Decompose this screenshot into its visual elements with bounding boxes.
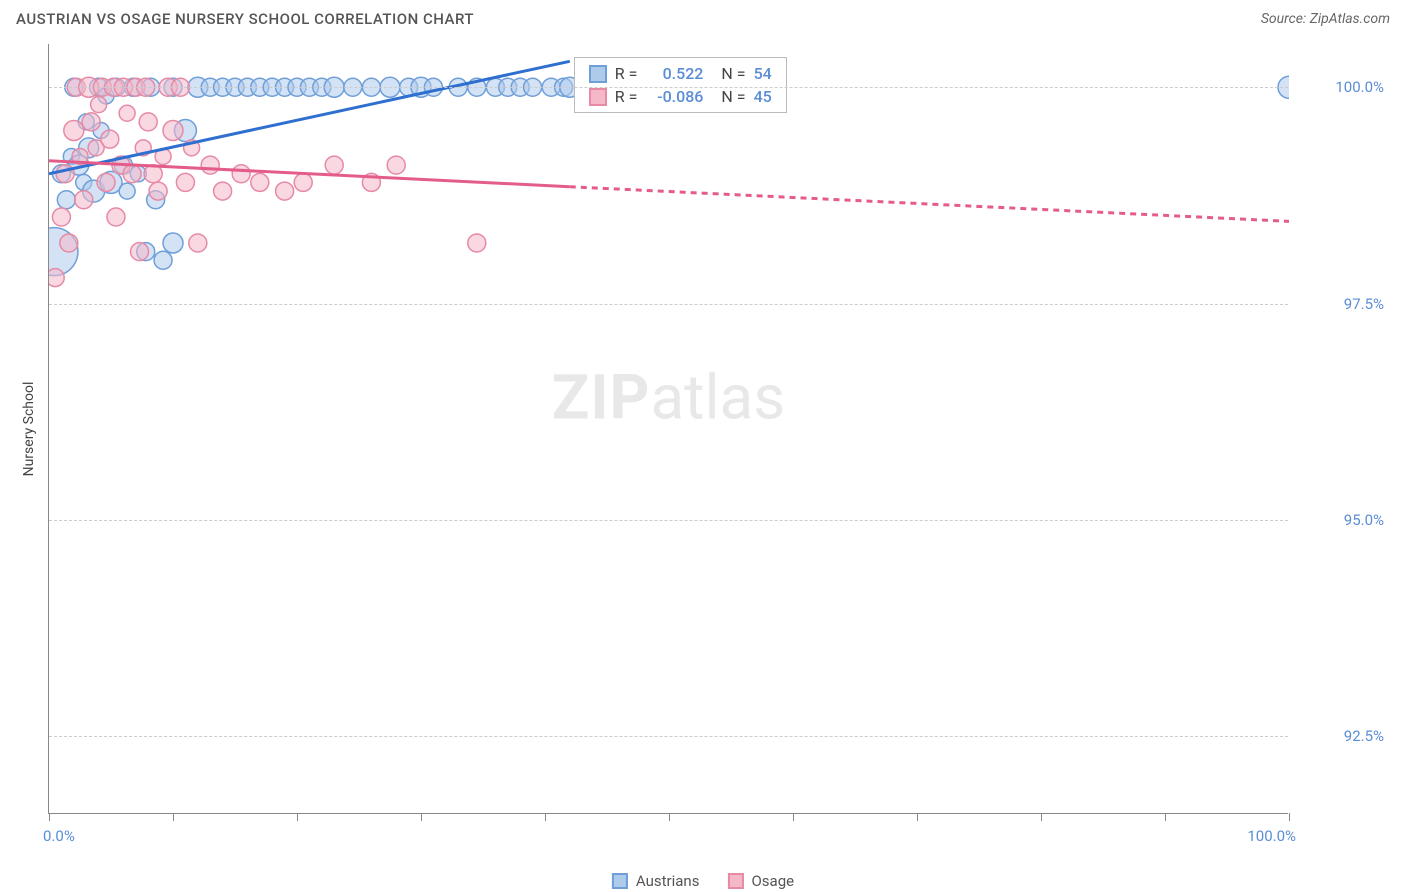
x-tick — [173, 813, 174, 821]
stats-r-label: R = — [615, 87, 638, 106]
bottom-legend: Austrians Osage — [612, 872, 794, 890]
watermark-rest: atlas — [650, 361, 785, 434]
y-tick-label: 95.0% — [1304, 511, 1384, 529]
chart-title: AUSTRIAN VS OSAGE NURSERY SCHOOL CORRELA… — [16, 10, 474, 28]
x-tick — [793, 813, 794, 821]
stats-n-label: N = — [721, 64, 745, 83]
x-tick — [1165, 813, 1166, 821]
legend-item-osage: Osage — [727, 872, 794, 890]
stats-n-value: 54 — [754, 64, 772, 83]
watermark-bold: ZIP — [552, 361, 651, 434]
y-axis-title: Nursery School — [21, 381, 37, 476]
gridline — [49, 304, 1288, 305]
stats-n-label: N = — [721, 87, 745, 106]
x-tick — [297, 813, 298, 821]
scatter-svg — [49, 44, 1289, 814]
y-tick-label: 92.5% — [1304, 727, 1384, 745]
legend-swatch-osage — [727, 873, 743, 889]
gridline — [49, 520, 1288, 521]
stats-r-value: -0.086 — [645, 87, 703, 106]
stats-r-label: R = — [615, 64, 638, 83]
legend-swatch-austrians — [612, 873, 628, 889]
y-tick-label: 100.0% — [1304, 78, 1384, 96]
stats-n-value: 45 — [754, 87, 772, 106]
x-tick — [669, 813, 670, 821]
gridline — [49, 736, 1288, 737]
stats-legend-box: R = 0.522 N = 54 R = -0.086 N = 45 — [574, 57, 787, 113]
x-tick — [545, 813, 546, 821]
x-tick — [49, 813, 50, 821]
x-tick — [1041, 813, 1042, 821]
gridline — [49, 87, 1288, 88]
legend-item-austrians: Austrians — [612, 872, 700, 890]
stats-swatch — [589, 65, 607, 83]
stats-row-osage: R = -0.086 N = 45 — [589, 85, 772, 108]
source-label: Source: ZipAtlas.com — [1261, 11, 1390, 27]
legend-label-osage: Osage — [751, 872, 794, 890]
watermark: ZIPatlas — [552, 361, 786, 434]
plot-area: Nursery School ZIPatlas R =0.522N =54R =… — [48, 44, 1288, 814]
stats-swatch — [589, 88, 607, 106]
x-axis-min-label: 0.0% — [43, 827, 75, 845]
chart-container: Nursery School ZIPatlas R =0.522N =54R =… — [16, 34, 1390, 824]
x-tick — [421, 813, 422, 821]
y-tick-label: 97.5% — [1304, 295, 1384, 313]
x-axis-max-label: 100.0% — [1247, 827, 1296, 845]
stats-r-value: 0.522 — [645, 64, 703, 83]
legend-label-austrians: Austrians — [636, 872, 700, 890]
x-tick — [1289, 813, 1290, 821]
x-tick — [917, 813, 918, 821]
stats-row-austrians: R = 0.522 N = 54 — [589, 62, 772, 85]
